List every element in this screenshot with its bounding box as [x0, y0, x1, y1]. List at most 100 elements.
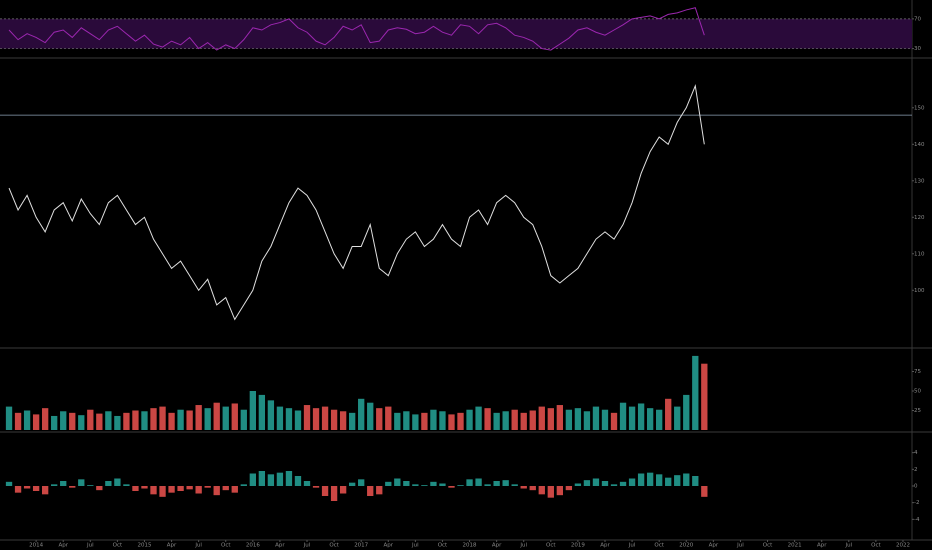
bar: [69, 486, 76, 488]
y-tick-label: 100: [914, 288, 925, 294]
bar: [132, 486, 139, 491]
bar: [105, 411, 112, 430]
bar: [583, 480, 591, 486]
x-tick-label: Apr: [384, 543, 394, 549]
bar: [502, 411, 509, 430]
bar: [511, 484, 518, 486]
bar: [674, 475, 681, 486]
bar: [32, 414, 40, 430]
bar: [565, 409, 573, 430]
bar: [105, 481, 112, 486]
bar: [656, 474, 663, 486]
y-tick-label: 150: [914, 105, 925, 111]
bar: [358, 479, 365, 486]
x-tick-label: Apr: [275, 543, 285, 549]
series-line: [8, 84, 705, 321]
bar: [457, 412, 464, 430]
bar: [177, 409, 184, 430]
bar: [321, 406, 329, 430]
y-tick-label: 120: [914, 215, 925, 221]
bar: [123, 484, 130, 486]
x-tick-label: Oct: [763, 543, 773, 549]
bar: [5, 481, 13, 486]
x-tick-label: Oct: [329, 543, 339, 549]
bar: [348, 412, 356, 430]
rsi-band: [0, 18, 912, 49]
bar: [475, 406, 482, 430]
x-tick-label: Oct: [113, 543, 123, 549]
y-tick-label: 30: [914, 46, 921, 52]
bar: [87, 485, 94, 486]
bar: [683, 473, 690, 486]
bar: [312, 486, 320, 488]
x-tick-label: Oct: [871, 543, 881, 549]
bar: [132, 410, 139, 430]
bar: [376, 408, 383, 430]
bar: [574, 483, 582, 486]
bar: [683, 394, 690, 430]
bar: [222, 406, 229, 430]
bar: [430, 409, 437, 430]
bar: [114, 478, 121, 486]
bar: [14, 486, 22, 493]
x-tick-label: 2022: [896, 543, 910, 549]
bar: [637, 403, 645, 430]
series-line: [8, 7, 705, 51]
bar: [394, 478, 401, 486]
bar: [701, 363, 708, 430]
bar: [267, 400, 275, 430]
x-tick-label: 2018: [463, 543, 477, 549]
y-tick-label: 50: [914, 389, 921, 395]
bar: [466, 479, 473, 486]
bar: [511, 409, 518, 430]
bar: [439, 483, 446, 486]
bar: [267, 474, 275, 486]
bar: [556, 486, 564, 496]
bar: [303, 481, 311, 486]
bar: [493, 412, 500, 430]
x-tick-label: Oct: [546, 543, 556, 549]
y-tick-label: 130: [914, 178, 925, 184]
x-tick-label: Oct: [221, 543, 231, 549]
bar: [14, 412, 22, 430]
bar: [41, 486, 49, 495]
x-tick-label: 2019: [571, 543, 585, 549]
bar: [195, 405, 202, 430]
bar: [78, 415, 85, 430]
bar: [637, 473, 645, 486]
bar: [141, 486, 148, 489]
bar: [168, 412, 175, 430]
bar: [601, 481, 609, 486]
bar: [231, 403, 238, 430]
bar: [628, 478, 636, 486]
bar: [547, 486, 554, 498]
bar: [610, 412, 618, 430]
x-tick-label: 2016: [246, 543, 260, 549]
bar: [168, 486, 175, 493]
bar: [701, 486, 708, 497]
bar: [656, 409, 663, 430]
bar: [339, 486, 347, 494]
x-tick-label: Jul: [303, 543, 311, 549]
x-tick-label: Apr: [817, 543, 827, 549]
y-tick-label: 0: [914, 484, 918, 490]
bar: [430, 481, 437, 486]
bar: [69, 412, 76, 430]
bar: [592, 406, 600, 430]
bar: [32, 486, 40, 491]
x-tick-label: Jul: [844, 543, 852, 549]
bar: [547, 408, 554, 430]
bar: [538, 406, 545, 430]
bar: [619, 481, 627, 486]
y-tick-label: 2: [914, 467, 918, 473]
x-tick-label: Apr: [167, 543, 177, 549]
bar: [592, 478, 600, 486]
x-tick-label: 2017: [354, 543, 368, 549]
x-tick-label: Jul: [86, 543, 94, 549]
y-tick-label: 75: [914, 369, 921, 375]
bar: [565, 486, 573, 491]
bar: [529, 410, 536, 430]
y-tick-label: 4: [914, 450, 918, 456]
bar: [213, 402, 220, 430]
